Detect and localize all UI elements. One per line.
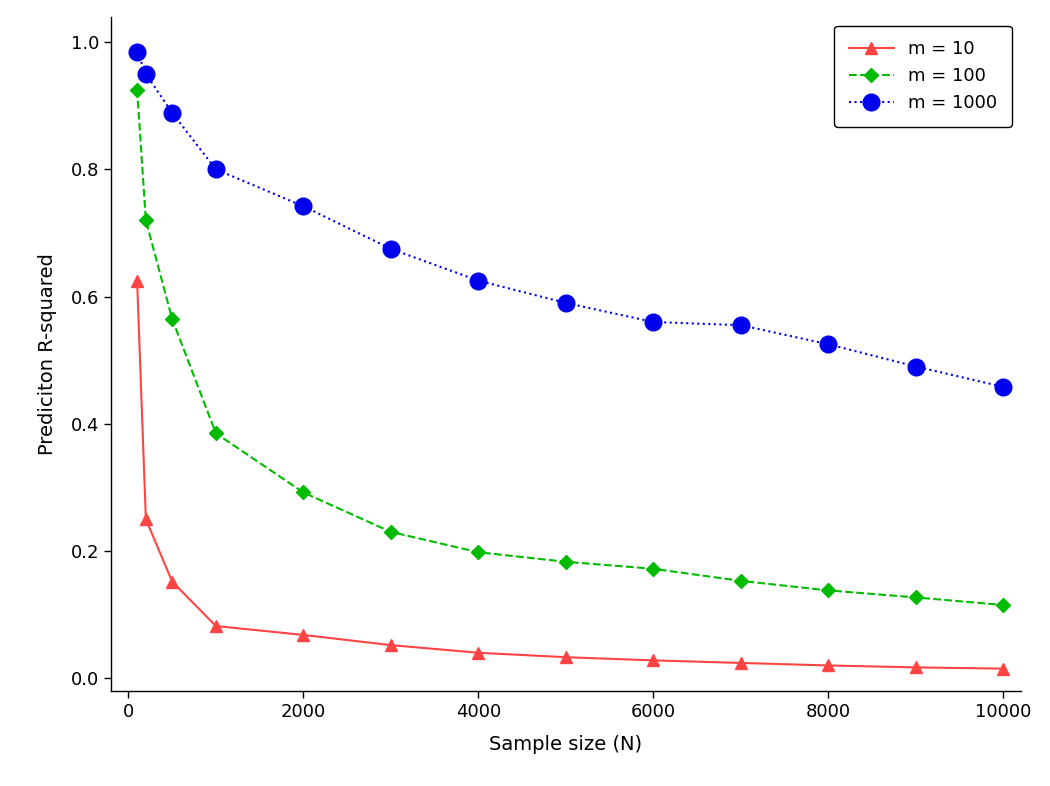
- m = 1000: [998, 382, 1010, 391]
- X-axis label: Sample size (N): Sample size (N): [489, 735, 643, 754]
- m = 1000: [472, 276, 485, 285]
- m = 100: [909, 593, 922, 602]
- m = 100: [210, 428, 223, 438]
- m = 100: [647, 564, 659, 574]
- m = 100: [384, 527, 397, 537]
- Line: m = 100: m = 100: [132, 85, 1008, 610]
- m = 1000: [297, 201, 310, 211]
- m = 1000: [384, 244, 397, 254]
- m = 10: [384, 641, 397, 650]
- m = 100: [998, 601, 1010, 610]
- m = 1000: [210, 164, 223, 174]
- Line: m = 1000: m = 1000: [129, 43, 1011, 395]
- m = 1000: [647, 318, 659, 327]
- m = 10: [647, 656, 659, 665]
- m = 10: [472, 648, 485, 657]
- m = 10: [560, 652, 572, 662]
- m = 100: [166, 314, 179, 324]
- m = 100: [297, 488, 310, 498]
- m = 1000: [166, 108, 179, 117]
- m = 10: [909, 663, 922, 672]
- m = 100: [131, 85, 144, 94]
- m = 1000: [560, 298, 572, 307]
- Line: m = 10: m = 10: [131, 275, 1009, 674]
- Legend: m = 10, m = 100, m = 1000: m = 10, m = 100, m = 1000: [834, 26, 1012, 127]
- m = 100: [560, 557, 572, 567]
- Y-axis label: Prediciton R-squared: Prediciton R-squared: [38, 253, 57, 455]
- m = 10: [822, 661, 835, 670]
- m = 100: [472, 548, 485, 557]
- m = 10: [998, 664, 1010, 674]
- m = 10: [166, 577, 179, 586]
- m = 100: [822, 586, 835, 595]
- m = 10: [210, 621, 223, 630]
- m = 10: [297, 630, 310, 640]
- m = 1000: [909, 362, 922, 371]
- m = 1000: [735, 321, 748, 330]
- m = 10: [735, 658, 748, 667]
- m = 1000: [140, 69, 152, 79]
- m = 1000: [131, 47, 144, 57]
- m = 10: [131, 276, 144, 285]
- m = 10: [140, 515, 152, 524]
- m = 100: [735, 576, 748, 586]
- m = 100: [140, 215, 152, 225]
- m = 1000: [822, 340, 835, 349]
